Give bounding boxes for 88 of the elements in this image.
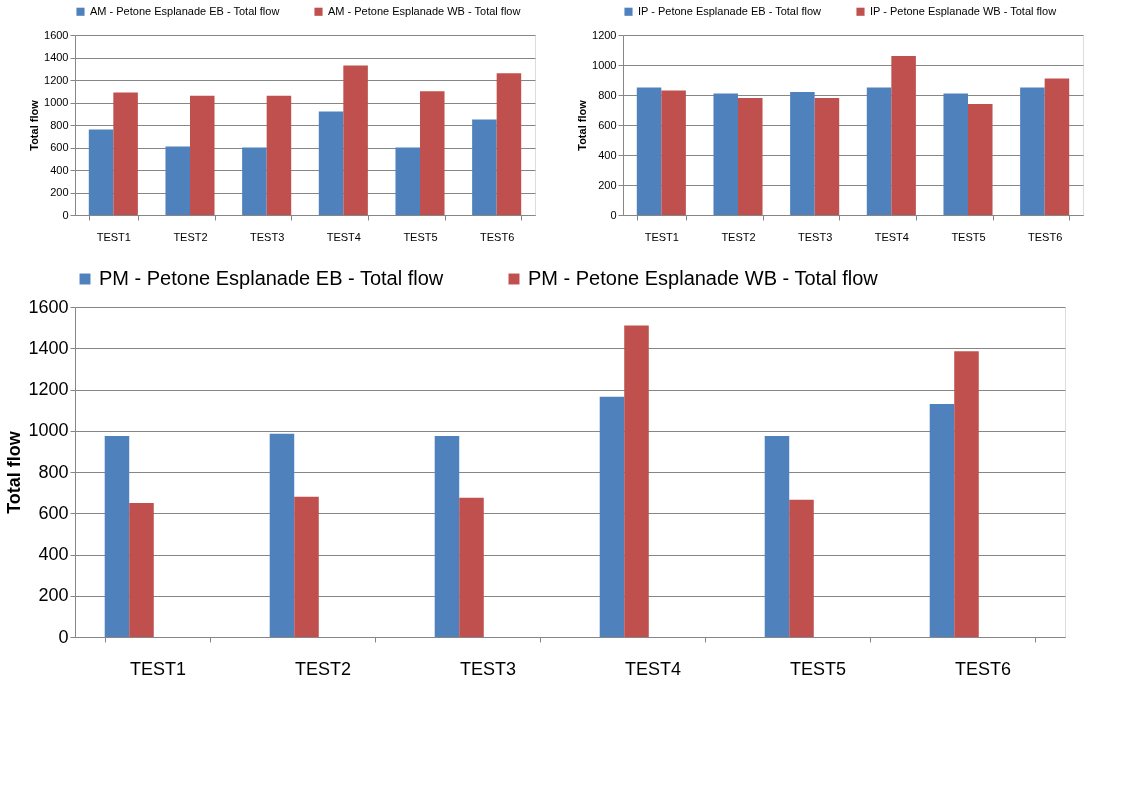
- bar: [113, 92, 138, 215]
- x-tick-label: TEST1: [644, 230, 679, 243]
- y-tick-label: 400: [38, 544, 69, 564]
- bar: [929, 403, 955, 637]
- y-tick-label: 1200: [592, 28, 617, 41]
- y-tick-label: 200: [598, 178, 617, 191]
- y-tick-label: 0: [62, 208, 69, 221]
- y-tick-label: 400: [598, 148, 617, 161]
- bar: [1020, 87, 1045, 215]
- bar: [713, 93, 738, 215]
- y-tick-label: 1000: [592, 58, 617, 71]
- bar: [343, 65, 368, 215]
- bar: [129, 502, 154, 637]
- bar: [1044, 78, 1070, 215]
- bar: [395, 147, 420, 215]
- y-tick-label: 1200: [28, 379, 69, 399]
- y-tick-label: 600: [50, 141, 69, 153]
- bar: [954, 351, 979, 637]
- x-tick-label: TEST4: [624, 658, 682, 679]
- y-tick-label: 0: [610, 208, 617, 221]
- bar: [420, 91, 445, 215]
- x-tick-label: TEST6: [480, 230, 515, 243]
- y-tick-label: 1600: [28, 296, 69, 317]
- bar: [459, 497, 484, 637]
- y-tick-label: 800: [38, 461, 69, 482]
- y-tick-label: 600: [598, 118, 617, 131]
- y-tick-label: 1000: [44, 96, 69, 108]
- x-tick-label: TEST1: [96, 230, 131, 243]
- bar: [891, 56, 916, 215]
- x-tick-label: TEST6: [954, 658, 1012, 679]
- bar: [434, 435, 460, 637]
- legend-label: AM - Petone Esplanade WB - Total flow: [328, 4, 521, 17]
- bar: [190, 95, 215, 215]
- y-tick-label: 1000: [28, 420, 69, 441]
- bar: [789, 499, 814, 637]
- bar: [968, 104, 993, 215]
- bar: [269, 433, 295, 637]
- bar: [294, 496, 319, 637]
- bar: [88, 129, 114, 215]
- bar: [266, 95, 292, 215]
- y-tick-label: 1600: [44, 28, 69, 41]
- bar: [764, 435, 790, 637]
- x-tick-label: TEST3: [250, 230, 285, 243]
- y-tick-label: 1200: [44, 73, 69, 86]
- x-tick-label: TEST3: [798, 230, 833, 243]
- y-tick-label: 0: [58, 626, 69, 647]
- bar: [472, 119, 497, 215]
- legend-label: PM - Petone Esplanade WB - Total flow: [528, 267, 879, 289]
- legend-label: IP - Petone Esplanade EB - Total flow: [638, 4, 822, 17]
- x-tick-label: TEST2: [294, 658, 352, 679]
- x-tick-label: TEST6: [1028, 230, 1063, 243]
- legend-label: IP - Petone Esplanade WB - Total flow: [870, 4, 1057, 17]
- bar: [814, 98, 840, 215]
- x-tick-label: TEST1: [129, 658, 187, 679]
- bar: [496, 73, 522, 215]
- bar: [242, 147, 267, 215]
- bar: [318, 111, 344, 215]
- x-tick-label: TEST2: [173, 230, 208, 243]
- bar: [866, 87, 892, 215]
- bar: [165, 146, 190, 215]
- bar: [738, 98, 763, 215]
- bar: [104, 435, 130, 637]
- bar: [624, 325, 649, 637]
- legend-label: AM - Petone Esplanade EB - Total flow: [90, 4, 280, 17]
- x-tick-label: TEST5: [951, 230, 986, 243]
- y-tick-label: 600: [38, 502, 69, 523]
- y-axis-title: Total flow: [576, 99, 589, 151]
- y-tick-label: 1400: [28, 337, 69, 358]
- x-tick-label: TEST4: [326, 230, 361, 243]
- y-tick-label: 800: [598, 88, 617, 101]
- y-tick-label: 400: [50, 163, 69, 176]
- y-tick-label: 800: [50, 118, 69, 131]
- x-tick-label: TEST5: [403, 230, 438, 243]
- bar: [943, 93, 968, 215]
- y-tick-label: 200: [50, 186, 69, 198]
- bar: [636, 87, 662, 215]
- legend-label: PM - Petone Esplanade EB - Total flow: [99, 267, 444, 289]
- bar: [661, 90, 686, 215]
- y-axis-title: Total flow: [4, 430, 25, 514]
- x-tick-label: TEST2: [721, 230, 756, 243]
- x-tick-label: TEST3: [459, 658, 517, 679]
- x-tick-label: TEST4: [874, 230, 909, 243]
- y-axis-title: Total flow: [28, 99, 41, 151]
- bar: [599, 396, 625, 637]
- x-tick-label: TEST5: [789, 658, 847, 679]
- y-tick-label: 1400: [44, 51, 69, 63]
- y-tick-label: 200: [38, 585, 69, 606]
- bar: [790, 92, 815, 215]
